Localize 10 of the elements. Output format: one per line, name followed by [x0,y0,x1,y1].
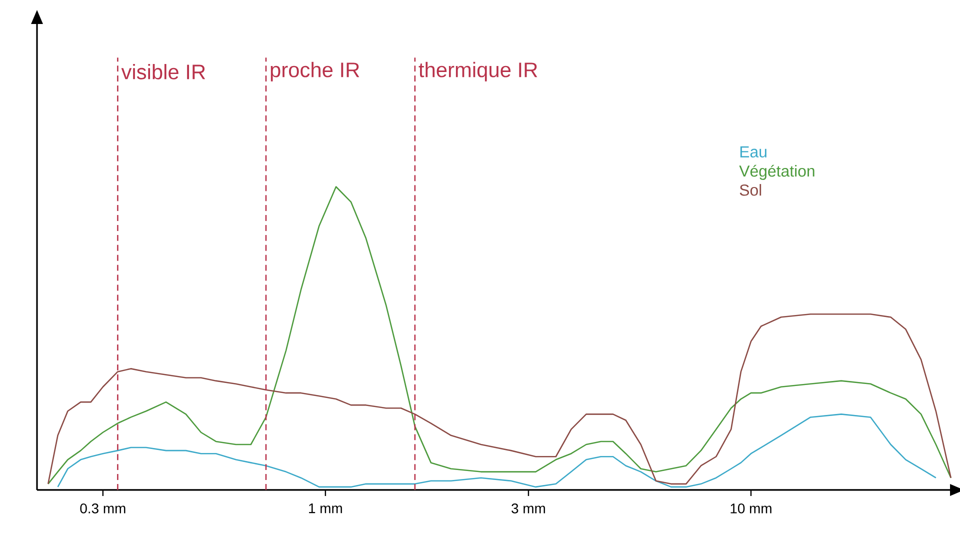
ref-line-label: visible IR [121,64,206,80]
ref-line-label: proche IR [270,62,360,82]
x-tick-label: 1 mm [309,504,342,514]
text: Eau [740,146,766,158]
ref-line-label: thermique IR [418,62,538,82]
x-tick-label: 0.3 mm [80,503,126,514]
x-tick-label: 3 mm [512,503,545,514]
text: Végétation [739,164,814,180]
x-tick-label: 10 mm [730,503,772,514]
text: Sol [740,184,762,196]
